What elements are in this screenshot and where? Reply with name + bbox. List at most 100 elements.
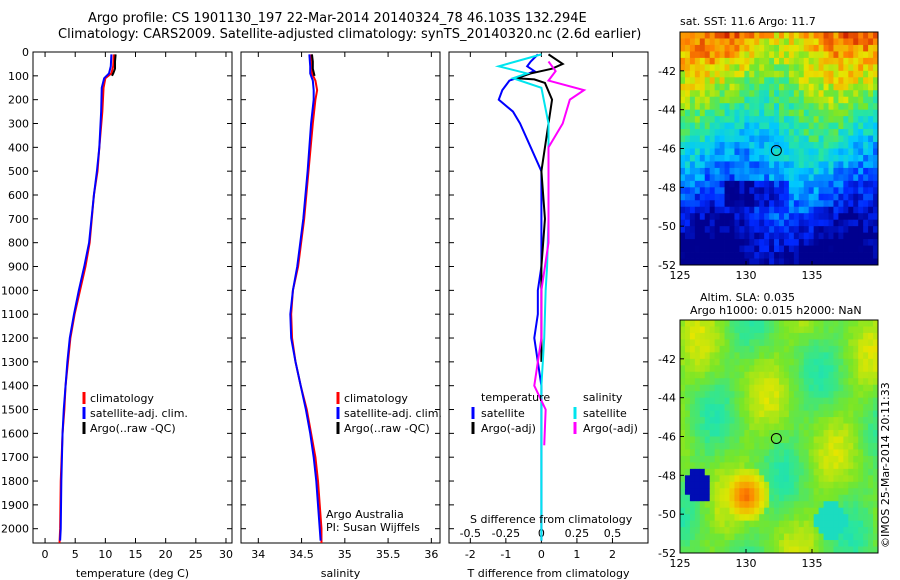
sla_map-cell [828, 345, 834, 353]
sst_map-cell [783, 239, 790, 246]
sst_map-cell [754, 122, 760, 130]
sla_map-cell [709, 320, 716, 327]
sla_map-cell [858, 358, 864, 366]
sst_map-cell [779, 70, 785, 78]
sst_map-cell [863, 232, 869, 240]
sst_map-cell [744, 167, 750, 175]
sst_map-cell [744, 148, 750, 156]
sla_map-cell [783, 430, 790, 437]
sst_map-cell [858, 90, 864, 98]
sst_map-cell [769, 70, 775, 78]
sla_map-cell [838, 352, 844, 360]
sla_map-cell [838, 358, 844, 366]
sst_map-cell [863, 51, 869, 59]
sla_map-cell [744, 527, 750, 534]
sla_map-cell [729, 423, 735, 431]
sst_map-cell [808, 213, 815, 221]
sla_map-cell [813, 455, 819, 463]
depth-tick-label: 700 [8, 213, 29, 226]
sla_map-cell [764, 404, 770, 412]
sla_map-cell [833, 507, 839, 515]
sla_map-cell [848, 540, 854, 547]
sla_map-cell [709, 462, 716, 470]
sla_map-cell [838, 404, 844, 412]
sst_map-cell [873, 219, 879, 227]
sla_map-cell [749, 468, 755, 476]
sst_map-cell [749, 32, 755, 39]
sla_map-cell [823, 358, 829, 366]
sla_map-cell [818, 332, 824, 340]
sla_map-cell [699, 430, 706, 437]
sla_map-cell [838, 436, 844, 444]
sla_map-cell [739, 442, 745, 450]
sla_map-cell [769, 352, 775, 360]
sst_map-cell [868, 90, 874, 98]
sla_map-cell [858, 430, 864, 437]
sla_map-cell [684, 546, 691, 554]
sla_map-cell [729, 488, 735, 496]
sst_map-cell [843, 206, 849, 214]
sla_map-cell [858, 326, 864, 334]
sla_map-cell [833, 481, 839, 489]
sla_map-cell [724, 546, 730, 554]
sst_map-cell [759, 258, 765, 266]
sst_map-cell [764, 161, 770, 169]
sst_map-cell [769, 258, 775, 266]
sst_map-cell [798, 239, 805, 246]
sla_map-cell [729, 430, 735, 437]
sst_map-cell [798, 129, 805, 136]
sst_map-cell [779, 200, 785, 208]
sst_map-cell [729, 239, 735, 246]
sst_map-cell [803, 206, 810, 214]
sst_map-cell [759, 226, 765, 234]
sst_map-cell [684, 70, 691, 78]
sst_map-cell [863, 148, 869, 156]
sst_map-cell [709, 252, 716, 259]
sla_map-cell [843, 468, 849, 476]
sla_map-cell [759, 417, 765, 424]
sla_map-cell [858, 462, 864, 470]
sla_map-cell [754, 378, 760, 386]
sla_map-cell [808, 442, 815, 450]
sla_map-cell [680, 481, 686, 489]
sla_map-cell [704, 397, 711, 405]
sst_map-cell [833, 154, 839, 162]
sst_map-cell [823, 142, 829, 149]
sst_map-cell [734, 109, 740, 117]
sst_map-cell [828, 232, 834, 240]
sst_map-cell [744, 245, 750, 253]
sla_map-cell [843, 391, 849, 399]
sst_map-cell [719, 122, 725, 130]
sst_map-cell [774, 193, 780, 201]
sla_map-cell [684, 488, 691, 496]
sst_map-cell [838, 129, 844, 136]
sst_map-cell [729, 206, 735, 214]
sla_map-cell [739, 507, 745, 515]
sst_map-cell [680, 252, 686, 259]
sla_map-cell [873, 332, 879, 340]
sla_map-cell [798, 423, 805, 431]
sst_map-cell [793, 200, 800, 208]
sst_map-cell [838, 258, 844, 266]
sla_map-cell [684, 326, 691, 334]
sst_map-cell [764, 44, 770, 52]
sla_map-cell [774, 540, 780, 547]
sla_map-cell [793, 455, 800, 463]
sla_map-cell [868, 371, 874, 379]
sla_map-cell [724, 462, 730, 470]
sst_map-cell [828, 148, 834, 156]
sla_map-cell [694, 339, 701, 347]
sla_map-cell [719, 455, 725, 463]
sla_map-cell [779, 475, 785, 483]
sst_map-cell [868, 226, 874, 234]
sla_map-cell [803, 514, 810, 522]
sst_map-cell [838, 38, 844, 46]
sst_map-cell [739, 96, 745, 104]
sst_map-cell [709, 174, 716, 182]
sst_map-cell [749, 206, 755, 214]
sla_map-cell [689, 533, 696, 541]
sla_map-cell [704, 345, 711, 353]
sla_map-cell [788, 514, 795, 522]
sla_map-cell [873, 384, 879, 392]
sst_map-cell [798, 148, 805, 156]
